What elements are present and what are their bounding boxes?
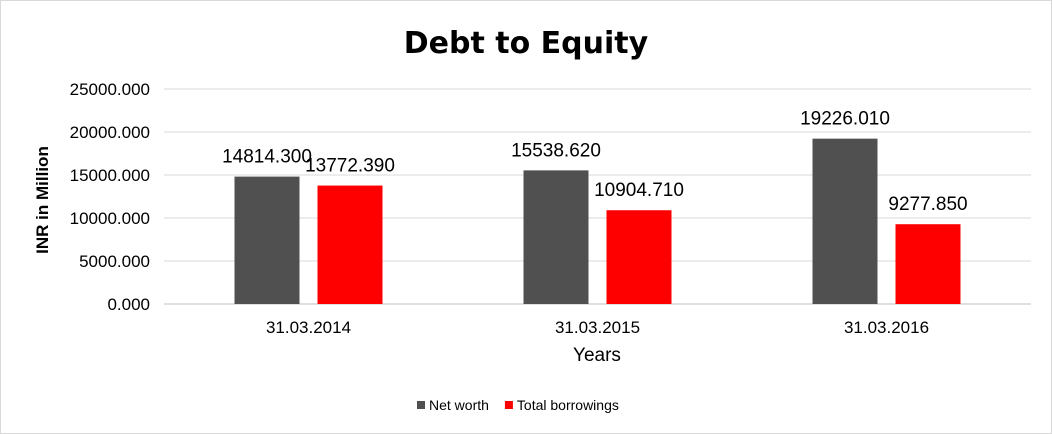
bar-net-worth: [812, 138, 878, 304]
y-tick-label: 5000.000: [79, 252, 150, 271]
data-label: 19226.010: [800, 109, 890, 130]
legend-label: Total borrowings: [517, 397, 619, 413]
y-axis-ticks: 0.000 5000.000 10000.000 15000.000 20000.000…: [70, 80, 150, 314]
x-axis-ticks: 31.03.2014 31.03.2015 31.03.2016: [266, 318, 929, 337]
y-tick-label: 15000.000: [70, 166, 150, 185]
y-tick-label: 0.000: [107, 295, 150, 314]
legend-swatch: [504, 401, 513, 409]
data-label: 13772.390: [305, 156, 395, 177]
legend-label: Net worth: [429, 397, 489, 413]
y-tick-label: 10000.000: [70, 209, 150, 228]
y-axis-title: INR in Million: [33, 146, 52, 254]
x-tick-label: 31.03.2015: [555, 318, 640, 337]
data-label: 15538.620: [511, 140, 601, 161]
chart-title: Debt to Equity: [404, 26, 649, 61]
legend-swatch: [417, 401, 425, 409]
bar-total-borrowings: [606, 210, 672, 304]
bar-total-borrowings: [895, 224, 961, 304]
x-tick-label: 31.03.2014: [266, 318, 351, 337]
gridlines: [164, 88, 1031, 305]
bar-net-worth: [234, 176, 300, 304]
legend: Net worth Total borrowings: [417, 397, 619, 413]
bars: [234, 138, 961, 304]
x-tick-label: 31.03.2016: [844, 318, 929, 337]
bar-total-borrowings: [317, 185, 383, 304]
x-axis-title: Years: [573, 345, 621, 366]
bar-net-worth: [523, 170, 589, 304]
y-tick-label: 20000.000: [70, 123, 150, 142]
y-tick-label: 25000.000: [70, 80, 150, 99]
data-label: 9277.850: [888, 194, 967, 215]
data-label: 14814.300: [222, 147, 312, 168]
data-label: 10904.710: [594, 180, 684, 201]
